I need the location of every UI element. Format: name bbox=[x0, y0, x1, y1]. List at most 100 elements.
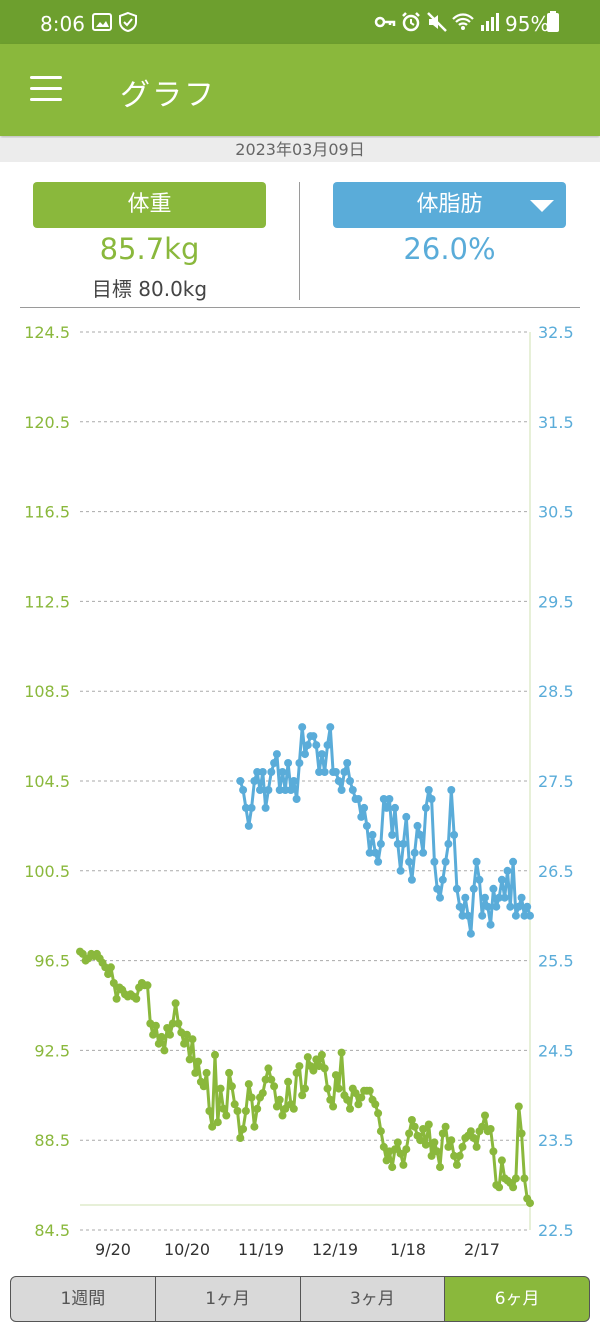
right-tick-label: 23.5 bbox=[538, 1131, 574, 1150]
bodyfat-data-point bbox=[253, 768, 262, 776]
bodyfat-data-point bbox=[312, 741, 321, 750]
left-tick-label: 120.5 bbox=[24, 413, 70, 432]
weight-data-point bbox=[109, 979, 118, 987]
weight-data-point bbox=[303, 1053, 312, 1062]
section-divider bbox=[20, 307, 580, 308]
weight-data-point bbox=[233, 1107, 242, 1115]
bodyfat-data-point bbox=[447, 786, 456, 794]
weight-data-point bbox=[452, 1160, 461, 1169]
bodyfat-data-point bbox=[410, 848, 419, 857]
bodyfat-data-point bbox=[371, 848, 380, 857]
weight-data-point bbox=[258, 1089, 267, 1098]
left-tick-label: 104.5 bbox=[24, 772, 70, 791]
bodyfat-data-point bbox=[450, 830, 459, 839]
right-tick-label: 27.5 bbox=[538, 772, 574, 791]
right-tick-label: 25.5 bbox=[538, 952, 574, 971]
weight-data-point bbox=[292, 1068, 301, 1077]
weight-data-point bbox=[517, 1129, 526, 1138]
weight-data-point bbox=[174, 1019, 183, 1028]
bodyfat-data-point bbox=[424, 786, 433, 794]
weight-data-point bbox=[379, 1142, 388, 1151]
weight-data-point bbox=[154, 1039, 163, 1048]
weight-button[interactable]: 体重 bbox=[33, 182, 266, 228]
bodyfat-data-point bbox=[326, 723, 335, 732]
hamburger-menu-icon[interactable] bbox=[30, 76, 64, 104]
weight-data-point bbox=[354, 1100, 363, 1109]
tab-1-month[interactable]: 1ヶ月 bbox=[155, 1276, 301, 1322]
bodyfat-data-point bbox=[506, 902, 515, 911]
weight-data-point bbox=[511, 1174, 520, 1183]
bodyfat-data-point bbox=[250, 777, 259, 785]
bodyfat-data-point bbox=[419, 848, 428, 857]
bodyfat-data-point bbox=[301, 750, 309, 759]
bodyfat-data-point bbox=[421, 803, 430, 812]
weight-data-point bbox=[225, 1068, 234, 1077]
bodyfat-data-point bbox=[458, 911, 467, 920]
bodyfat-data-point bbox=[365, 848, 374, 857]
tab-1-week[interactable]: 1週間 bbox=[10, 1276, 156, 1322]
weight-data-point bbox=[382, 1156, 391, 1165]
weight-data-point bbox=[278, 1111, 287, 1120]
body-fat-label: 体脂肪 bbox=[416, 192, 483, 217]
weight-data-point bbox=[388, 1163, 397, 1172]
date-label: 2023年03月09日 bbox=[0, 138, 600, 162]
weight-data-point bbox=[78, 949, 87, 958]
x-tick-label: 10/20 bbox=[164, 1240, 210, 1259]
weight-data-point bbox=[337, 1048, 346, 1057]
bodyfat-data-point bbox=[261, 803, 270, 812]
bodyfat-data-point bbox=[475, 875, 484, 884]
weight-data-point bbox=[374, 1109, 383, 1118]
weight-data-point bbox=[489, 1147, 498, 1156]
right-tick-label: 22.5 bbox=[538, 1221, 574, 1240]
weight-data-point bbox=[450, 1151, 459, 1160]
weight-data-point bbox=[112, 994, 121, 1003]
weight-data-point bbox=[143, 981, 152, 990]
weight-data-point bbox=[351, 1089, 360, 1098]
weight-data-point bbox=[149, 1030, 158, 1039]
left-tick-label: 84.5 bbox=[34, 1221, 70, 1240]
bodyfat-data-point bbox=[407, 875, 416, 884]
bodyfat-data-point bbox=[500, 893, 509, 902]
weight-data-point bbox=[101, 963, 110, 972]
weight-data-point bbox=[151, 1021, 160, 1030]
bodyfat-data-point bbox=[497, 875, 506, 884]
bodyfat-data-point bbox=[481, 893, 489, 902]
mute-icon bbox=[427, 12, 447, 32]
body-fat-dropdown[interactable]: 体脂肪 bbox=[333, 182, 566, 228]
chevron-down-icon bbox=[530, 200, 554, 212]
bodyfat-data-point bbox=[275, 786, 284, 794]
weight-series-line bbox=[79, 950, 532, 1204]
left-tick-label: 108.5 bbox=[24, 682, 70, 701]
weight-data-point bbox=[253, 1104, 262, 1113]
bodyfat-data-point bbox=[511, 911, 520, 920]
bodyfat-data-point bbox=[236, 777, 245, 785]
bodyfat-data-point bbox=[444, 839, 453, 848]
weight-data-point bbox=[182, 1030, 191, 1039]
bodyfat-data-point bbox=[258, 768, 267, 776]
left-tick-label: 96.5 bbox=[34, 952, 70, 971]
weight-data-point bbox=[486, 1125, 495, 1133]
weight-data-point bbox=[407, 1116, 416, 1124]
bodyfat-data-point bbox=[340, 768, 349, 776]
bodyfat-data-point bbox=[267, 768, 276, 776]
bodyfat-data-point bbox=[427, 795, 436, 803]
weight-data-point bbox=[430, 1138, 439, 1147]
weight-bodyfat-chart: 124.5 32.5 120.5 31.5 116.5 30.5 112.5 29.5 108.… bbox=[24, 323, 574, 1259]
weight-data-point bbox=[402, 1145, 411, 1154]
bodyfat-data-point bbox=[438, 875, 447, 884]
weight-data-point bbox=[416, 1136, 425, 1145]
tab-6-months[interactable]: 6ヶ月 bbox=[445, 1276, 590, 1322]
bodyfat-data-point bbox=[486, 920, 495, 929]
bodyfat-data-point bbox=[416, 830, 425, 839]
weight-data-point bbox=[289, 1104, 298, 1113]
weight-data-point bbox=[163, 1024, 172, 1032]
tab-3-months[interactable]: 3ヶ月 bbox=[300, 1276, 446, 1322]
weight-data-point bbox=[438, 1129, 447, 1138]
weight-data-point bbox=[509, 1183, 518, 1192]
weight-data-point bbox=[472, 1142, 481, 1151]
weight-data-point bbox=[281, 1104, 290, 1113]
weight-data-point bbox=[236, 1134, 245, 1142]
weight-data-point bbox=[526, 1199, 534, 1208]
weight-data-point bbox=[199, 1082, 208, 1091]
weight-data-point bbox=[441, 1122, 450, 1131]
